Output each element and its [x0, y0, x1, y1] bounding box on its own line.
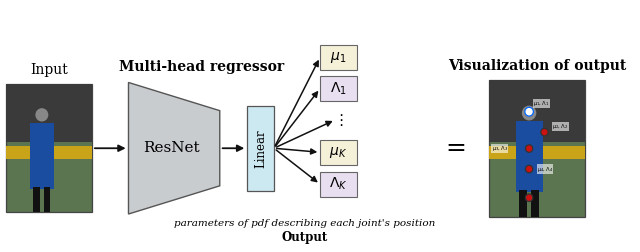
- Bar: [33, 187, 40, 212]
- Bar: [516, 121, 543, 192]
- Text: $\mu_4,\Lambda_4$: $\mu_4,\Lambda_4$: [537, 165, 553, 174]
- Text: $\Lambda_K$: $\Lambda_K$: [329, 176, 348, 193]
- Text: $\vdots$: $\vdots$: [333, 112, 344, 128]
- Circle shape: [525, 107, 533, 116]
- Circle shape: [525, 165, 532, 173]
- Bar: [489, 80, 585, 217]
- Text: $\mu_1,\Lambda_1$: $\mu_1,\Lambda_1$: [533, 99, 549, 108]
- Text: ResNet: ResNet: [143, 141, 200, 155]
- Text: $\Lambda_1$: $\Lambda_1$: [330, 80, 347, 97]
- Bar: [29, 122, 54, 189]
- Circle shape: [525, 145, 532, 152]
- Text: $\mu_2,\Lambda_2$: $\mu_2,\Lambda_2$: [552, 122, 568, 131]
- Bar: [44, 187, 51, 212]
- Circle shape: [525, 194, 532, 202]
- Circle shape: [35, 108, 49, 121]
- Text: $\mu_3,\Lambda_3$: $\mu_3,\Lambda_3$: [492, 144, 508, 153]
- Bar: [320, 172, 356, 197]
- Bar: [320, 45, 356, 70]
- Bar: [6, 146, 92, 159]
- Bar: [489, 80, 585, 142]
- Bar: [247, 106, 274, 191]
- Bar: [320, 140, 356, 165]
- Text: Visualization of output: Visualization of output: [447, 59, 626, 73]
- Bar: [6, 84, 92, 142]
- Text: =: =: [445, 136, 467, 160]
- Text: $\mu_1$: $\mu_1$: [330, 50, 346, 65]
- Bar: [6, 84, 92, 212]
- Text: Input: Input: [30, 62, 68, 77]
- Text: Linear: Linear: [254, 129, 267, 168]
- Text: Multi-head regressor: Multi-head regressor: [118, 60, 284, 74]
- Polygon shape: [129, 82, 220, 214]
- Circle shape: [541, 129, 548, 136]
- Text: parameters of pdf describing each joint's position: parameters of pdf describing each joint'…: [174, 219, 436, 228]
- Text: $\mu_K$: $\mu_K$: [330, 145, 348, 160]
- Bar: [531, 190, 539, 217]
- Bar: [489, 146, 585, 160]
- Text: Output: Output: [282, 231, 328, 244]
- Circle shape: [522, 106, 536, 120]
- Bar: [520, 190, 527, 217]
- Bar: [320, 76, 356, 101]
